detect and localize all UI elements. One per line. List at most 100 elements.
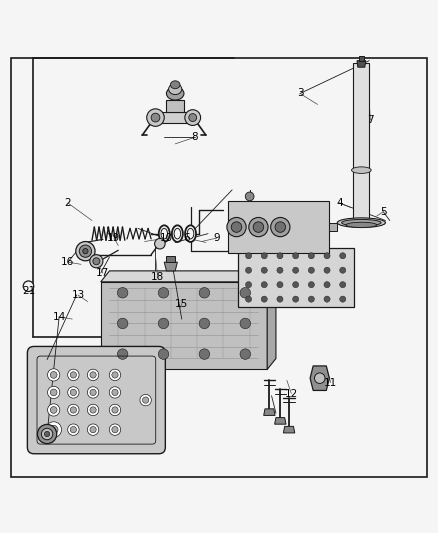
Circle shape [308,253,314,259]
Text: 21: 21 [22,286,35,296]
Polygon shape [11,59,427,477]
Circle shape [245,281,251,288]
Circle shape [90,372,96,378]
Circle shape [261,296,267,302]
Circle shape [110,369,121,381]
Circle shape [324,296,330,302]
Circle shape [245,296,251,302]
Circle shape [245,267,251,273]
Polygon shape [151,112,197,123]
Polygon shape [166,100,184,112]
Circle shape [245,253,251,259]
Circle shape [117,318,128,329]
Circle shape [245,192,254,201]
Circle shape [48,404,60,416]
Circle shape [110,404,121,416]
Text: 2: 2 [64,198,71,208]
Circle shape [110,387,121,398]
Circle shape [240,318,251,329]
Circle shape [112,389,118,395]
Circle shape [70,372,77,378]
Circle shape [199,349,210,359]
Circle shape [293,267,299,273]
Circle shape [87,387,99,398]
Circle shape [67,404,79,416]
Circle shape [308,296,314,302]
Ellipse shape [185,225,196,242]
Ellipse shape [174,229,180,239]
Circle shape [340,267,346,273]
Circle shape [83,248,88,254]
Circle shape [277,267,283,273]
Circle shape [158,318,169,329]
Circle shape [277,253,283,259]
Text: 15: 15 [175,298,188,309]
Circle shape [90,426,96,433]
Circle shape [240,349,251,359]
Circle shape [90,389,96,395]
Ellipse shape [170,81,180,88]
Polygon shape [267,271,276,369]
Polygon shape [101,271,276,282]
Circle shape [90,255,103,268]
Circle shape [50,407,57,413]
Ellipse shape [187,229,194,239]
Circle shape [231,222,242,232]
Circle shape [67,424,79,435]
Text: 16: 16 [61,257,74,267]
Polygon shape [310,366,329,391]
Polygon shape [328,223,337,231]
Circle shape [271,217,290,237]
Circle shape [308,267,314,273]
Circle shape [142,397,149,403]
Circle shape [253,222,264,232]
Circle shape [87,404,99,416]
Circle shape [158,287,169,298]
Polygon shape [359,56,364,61]
FancyBboxPatch shape [28,346,165,454]
Circle shape [112,407,118,413]
Circle shape [76,241,95,261]
Circle shape [189,114,197,122]
Text: 17: 17 [96,268,110,278]
Circle shape [87,424,99,435]
Polygon shape [357,61,366,67]
Circle shape [277,281,283,288]
Polygon shape [264,409,275,415]
Circle shape [50,389,57,396]
Text: 7: 7 [367,115,374,125]
Circle shape [117,287,128,298]
Text: 3: 3 [297,88,304,99]
Circle shape [155,238,165,249]
Text: 10: 10 [160,233,173,243]
Circle shape [249,217,268,237]
Polygon shape [283,426,295,433]
Ellipse shape [346,222,377,228]
Circle shape [275,222,286,232]
Circle shape [185,110,201,125]
Circle shape [314,373,325,383]
Circle shape [340,281,346,288]
Circle shape [324,281,330,288]
Ellipse shape [337,218,385,228]
Circle shape [67,369,79,381]
Ellipse shape [159,225,170,242]
Circle shape [324,253,330,259]
Circle shape [151,113,160,122]
Circle shape [90,407,96,413]
Circle shape [199,287,210,298]
Polygon shape [166,256,175,262]
Ellipse shape [342,220,381,226]
Circle shape [199,318,210,329]
Circle shape [308,281,314,288]
Polygon shape [353,63,369,223]
Circle shape [79,245,92,257]
Ellipse shape [166,87,184,100]
Text: 18: 18 [151,272,164,282]
Circle shape [240,287,251,298]
Text: 13: 13 [71,290,85,300]
Polygon shape [228,201,328,253]
Circle shape [158,349,169,359]
Circle shape [293,253,299,259]
Circle shape [67,387,79,398]
